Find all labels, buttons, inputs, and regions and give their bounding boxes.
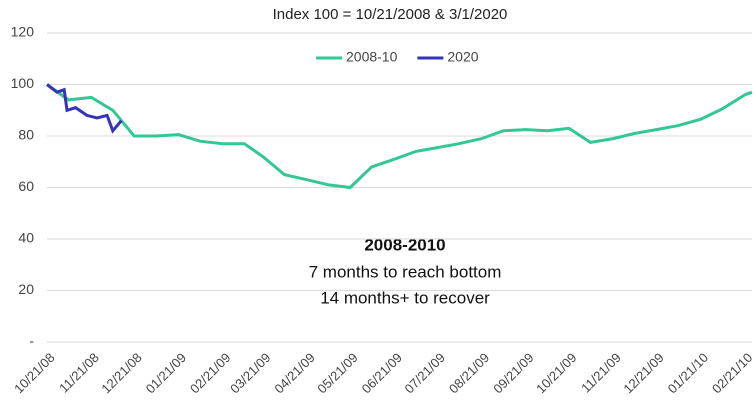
x-tick-label: 11/21/08 (56, 350, 102, 396)
x-tick-label: 10/21/08 (11, 350, 57, 396)
x-tick-label: 01/21/09 (143, 350, 189, 396)
annotation-line: 14 months+ to recover (320, 288, 490, 307)
x-tick-label: 05/21/09 (314, 350, 360, 396)
legend-label: 2020 (447, 49, 478, 65)
y-tick-label: 120 (11, 24, 35, 40)
legend-label: 2008-10 (346, 49, 398, 65)
y-tick-label: 100 (11, 75, 35, 91)
x-tick-label: 06/21/09 (359, 350, 405, 396)
series-line (46, 83, 753, 190)
annotation-heading: 2008-2010 (364, 235, 445, 254)
series-line (46, 83, 123, 134)
x-tick-label: 12/21/08 (98, 350, 144, 396)
x-tick-label: 10/21/09 (533, 350, 579, 396)
x-tick-label: 01/21/10 (665, 350, 711, 396)
annotation-line: 7 months to reach bottom (309, 262, 502, 281)
y-tick-label: - (29, 333, 34, 349)
x-tick-label: 08/21/09 (446, 350, 492, 396)
x-tick-label: 11/21/09 (578, 350, 624, 396)
y-tick-label: 20 (18, 281, 34, 297)
x-tick-label: 04/21/09 (271, 350, 317, 396)
x-tick-label: 12/21/09 (620, 350, 666, 396)
x-tick-label: 03/21/09 (227, 350, 273, 396)
x-tick-label: 09/21/09 (490, 350, 536, 396)
y-tick-label: 80 (18, 127, 34, 143)
x-tick-label: 02/21/10 (709, 350, 755, 396)
chart-title: Index 100 = 10/21/2008 & 3/1/2020 (273, 6, 508, 23)
y-tick-label: 60 (18, 178, 34, 194)
x-tick-label: 07/21/09 (402, 350, 448, 396)
y-tick-label: 40 (18, 230, 34, 246)
x-tick-label: 02/21/09 (187, 350, 233, 396)
